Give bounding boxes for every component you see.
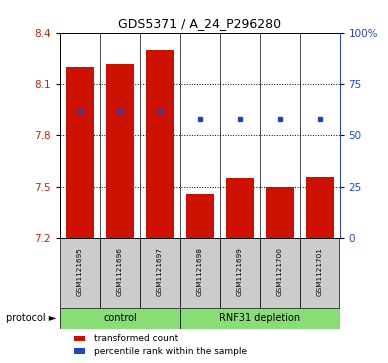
Bar [180, 308, 340, 329]
Bar [180, 238, 220, 308]
Text: GSM1121695: GSM1121695 [77, 247, 83, 296]
Text: transformed count: transformed count [94, 334, 178, 343]
Text: GSM1121700: GSM1121700 [277, 247, 282, 296]
Text: control: control [103, 313, 137, 323]
Bar [266, 187, 294, 238]
Title: GDS5371 / A_24_P296280: GDS5371 / A_24_P296280 [118, 17, 281, 30]
Text: protocol ►: protocol ► [6, 313, 56, 323]
Bar [186, 194, 214, 238]
Bar [226, 178, 254, 238]
Bar [74, 336, 85, 342]
Text: GSM1121698: GSM1121698 [197, 247, 203, 296]
Text: GSM1121697: GSM1121697 [157, 247, 163, 296]
Bar [306, 176, 334, 238]
Text: RNF31 depletion: RNF31 depletion [219, 313, 300, 323]
Text: GSM1121696: GSM1121696 [117, 247, 123, 296]
Bar [106, 64, 134, 238]
Bar [140, 238, 180, 308]
Bar [146, 50, 174, 238]
Bar [60, 308, 180, 329]
Bar [260, 238, 300, 308]
Bar [100, 238, 140, 308]
Bar [74, 348, 85, 354]
Bar [60, 238, 100, 308]
Bar [220, 238, 260, 308]
Text: GSM1121699: GSM1121699 [237, 247, 243, 296]
Text: GSM1121701: GSM1121701 [317, 247, 322, 296]
Bar [300, 238, 340, 308]
Text: percentile rank within the sample: percentile rank within the sample [94, 347, 247, 355]
Bar [66, 67, 94, 238]
